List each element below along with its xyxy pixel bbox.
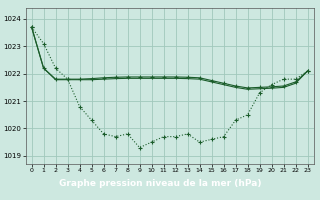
Text: Graphe pression niveau de la mer (hPa): Graphe pression niveau de la mer (hPa) [59, 180, 261, 188]
